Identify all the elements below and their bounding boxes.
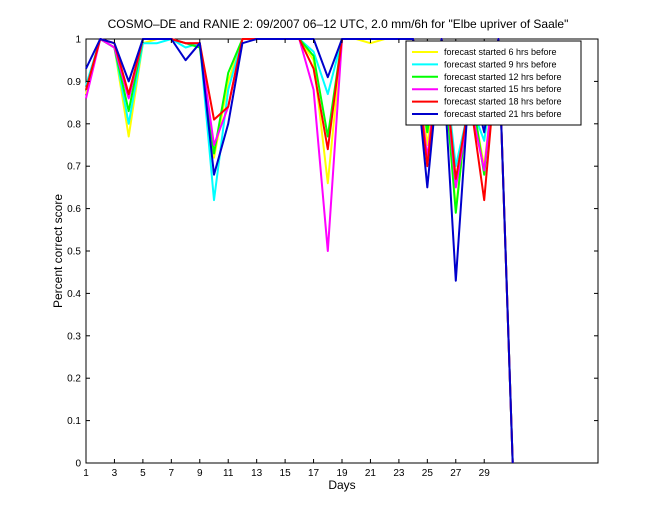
x-tick-label: 27 (450, 468, 462, 479)
x-tick-label: 21 (365, 468, 377, 479)
y-tick-label: 1 (75, 35, 81, 46)
y-tick-label: 0.6 (67, 204, 81, 215)
y-tick-label: 0.8 (67, 119, 81, 130)
chart-title: COSMO–DE and RANIE 2: 09/2007 06–12 UTC,… (108, 17, 569, 31)
series-line-6 (85, 38, 514, 464)
x-tick-label: 29 (479, 468, 491, 479)
x-tick-label: 9 (197, 468, 203, 479)
legend-label-2: forecast started 9 hrs before (444, 59, 557, 69)
x-tick-label: 25 (422, 468, 434, 479)
legend-label-1: forecast started 6 hrs before (444, 47, 557, 57)
x-tick-label: 15 (280, 468, 292, 479)
x-axis-label: Days (328, 478, 355, 492)
x-tick-label: 19 (336, 468, 348, 479)
y-tick-label: 0.1 (67, 416, 81, 427)
x-tick-label: 11 (223, 468, 234, 479)
x-tick-label: 17 (308, 468, 320, 479)
x-tick-label: 1 (83, 468, 89, 479)
y-tick-label: 0.2 (67, 374, 81, 385)
legend: forecast started 6 hrs before forecast st… (405, 40, 582, 126)
legend-label-5: forecast started 18 hrs before (444, 97, 562, 107)
x-tick-label: 7 (169, 468, 175, 479)
legend-box (405, 40, 582, 126)
y-axis: 0 0.1 0.2 0.3 0.4 0.5 0.6 0.7 0.8 0.9 1 (67, 35, 598, 470)
y-tick-label: 0.4 (67, 289, 81, 300)
y-tick-label: 0.3 (67, 331, 81, 342)
y-axis-label: Percent correct score (51, 194, 65, 308)
y-tick-label: 0.5 (67, 247, 81, 258)
legend-label-3: forecast started 12 hrs before (444, 72, 562, 82)
legend-label-4: forecast started 15 hrs before (444, 84, 562, 94)
y-tick-label: 0.7 (67, 162, 81, 173)
series-layer (85, 38, 514, 464)
x-tick-label: 13 (251, 468, 263, 479)
x-axis: 1 3 5 7 9 11 13 15 17 19 21 23 25 27 29 (83, 39, 490, 479)
y-tick-label: 0 (75, 459, 81, 470)
x-tick-label: 3 (112, 468, 118, 479)
legend-label-6: forecast started 21 hrs before (444, 109, 562, 119)
x-tick-label: 23 (393, 468, 405, 479)
x-tick-label: 5 (140, 468, 146, 479)
y-tick-label: 0.9 (67, 77, 81, 88)
